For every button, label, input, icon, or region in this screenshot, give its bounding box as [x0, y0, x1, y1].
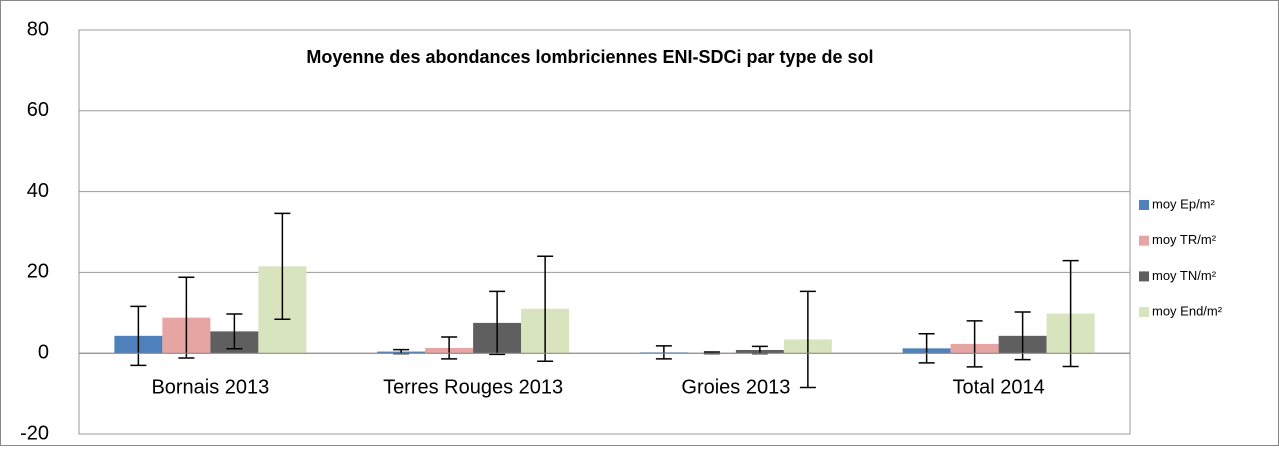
legend-label: moy TN/m²: [1152, 268, 1217, 283]
x-tick-label: Bornais 2013: [151, 376, 269, 398]
chart-title: Moyenne des abondances lombriciennes ENI…: [306, 47, 873, 67]
y-tick-label: 40: [27, 180, 49, 202]
legend-label: moy End/m²: [1152, 304, 1223, 319]
y-tick-label: 80: [27, 18, 49, 40]
y-tick-label: 20: [27, 261, 49, 283]
x-tick-label: Terres Rouges 2013: [383, 376, 563, 398]
y-tick-label: 0: [38, 341, 49, 363]
x-tick-label: Total 2014: [952, 376, 1044, 398]
legend-swatch: [1139, 236, 1149, 246]
legend-label: moy Ep/m²: [1152, 196, 1216, 211]
y-tick-label: -20: [20, 422, 49, 444]
y-tick-label: 60: [27, 99, 49, 121]
legend-swatch: [1139, 200, 1149, 210]
legend-swatch: [1139, 307, 1149, 317]
legend-swatch: [1139, 271, 1149, 281]
legend-label: moy TR/m²: [1152, 232, 1217, 247]
x-tick-label: Groies 2013: [681, 376, 790, 398]
